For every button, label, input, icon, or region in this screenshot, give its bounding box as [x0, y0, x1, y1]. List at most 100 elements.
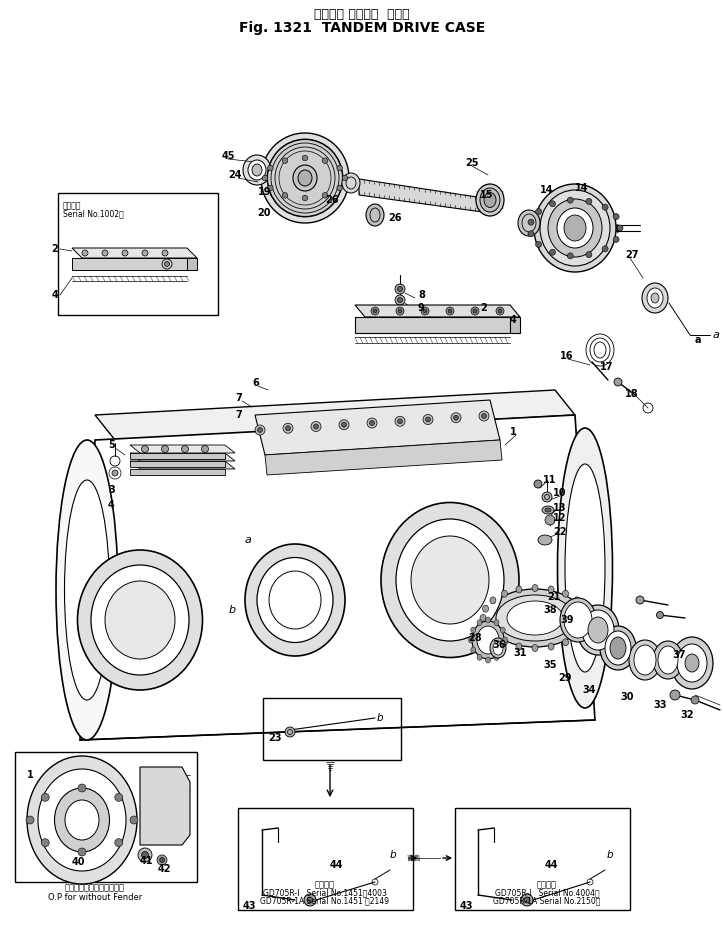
- Circle shape: [342, 175, 348, 181]
- Ellipse shape: [56, 440, 118, 740]
- Circle shape: [337, 165, 343, 171]
- Ellipse shape: [366, 204, 384, 226]
- Ellipse shape: [298, 170, 312, 186]
- Circle shape: [496, 307, 504, 315]
- Text: 43: 43: [243, 901, 257, 911]
- Ellipse shape: [557, 428, 612, 708]
- Ellipse shape: [548, 586, 554, 593]
- Circle shape: [471, 307, 479, 315]
- Ellipse shape: [487, 589, 583, 647]
- Text: 16: 16: [560, 351, 573, 361]
- Circle shape: [536, 208, 542, 215]
- Circle shape: [423, 309, 427, 313]
- Circle shape: [181, 445, 189, 453]
- Circle shape: [82, 250, 88, 256]
- Ellipse shape: [685, 654, 699, 672]
- Ellipse shape: [651, 293, 659, 303]
- Ellipse shape: [577, 605, 619, 655]
- Ellipse shape: [574, 632, 580, 639]
- Circle shape: [130, 816, 138, 824]
- Circle shape: [423, 415, 433, 424]
- Text: 10: 10: [553, 488, 567, 498]
- Text: 34: 34: [582, 685, 596, 695]
- Text: 適用号等: 適用号等: [537, 881, 557, 889]
- Ellipse shape: [471, 627, 476, 633]
- Circle shape: [568, 253, 573, 259]
- Text: 1: 1: [510, 427, 517, 437]
- Ellipse shape: [77, 550, 202, 690]
- Text: 38: 38: [543, 605, 557, 615]
- Text: b: b: [390, 850, 397, 860]
- Circle shape: [41, 839, 49, 846]
- Circle shape: [160, 858, 165, 863]
- Circle shape: [395, 295, 405, 305]
- Ellipse shape: [516, 643, 522, 650]
- Text: 19: 19: [258, 187, 272, 197]
- Ellipse shape: [677, 644, 707, 682]
- Text: 6: 6: [252, 378, 259, 388]
- Circle shape: [322, 158, 328, 164]
- Ellipse shape: [257, 557, 333, 643]
- Text: GD705R-1A Serial No.1451 ～2149: GD705R-1A Serial No.1451 ～2149: [260, 897, 390, 905]
- Ellipse shape: [490, 632, 496, 639]
- Circle shape: [311, 421, 321, 432]
- Text: 44: 44: [545, 860, 558, 870]
- Ellipse shape: [477, 620, 482, 626]
- Circle shape: [542, 492, 552, 502]
- Circle shape: [398, 298, 403, 302]
- Text: 7: 7: [235, 393, 241, 403]
- Ellipse shape: [91, 565, 189, 675]
- Bar: [263, 698, 401, 760]
- Ellipse shape: [502, 591, 508, 597]
- Polygon shape: [187, 258, 197, 270]
- Circle shape: [534, 480, 542, 488]
- Circle shape: [115, 793, 123, 802]
- Text: 23: 23: [268, 733, 281, 743]
- Polygon shape: [72, 258, 187, 270]
- Circle shape: [498, 309, 502, 313]
- Text: 14: 14: [575, 183, 589, 193]
- Ellipse shape: [658, 646, 678, 674]
- Text: 21: 21: [547, 592, 560, 602]
- Ellipse shape: [562, 591, 568, 597]
- Ellipse shape: [105, 581, 175, 659]
- Ellipse shape: [252, 164, 262, 176]
- Polygon shape: [130, 461, 225, 467]
- Text: a: a: [244, 535, 252, 545]
- Polygon shape: [80, 415, 595, 740]
- Polygon shape: [359, 179, 490, 213]
- Circle shape: [314, 424, 319, 429]
- Polygon shape: [72, 248, 197, 258]
- Circle shape: [451, 413, 461, 423]
- Ellipse shape: [507, 601, 563, 635]
- Circle shape: [165, 262, 169, 266]
- Circle shape: [421, 307, 429, 315]
- Text: 5: 5: [108, 440, 115, 450]
- Bar: [15, 752, 197, 882]
- Circle shape: [614, 378, 622, 386]
- Polygon shape: [95, 390, 575, 440]
- Ellipse shape: [54, 788, 109, 852]
- Text: 37: 37: [672, 650, 685, 660]
- Ellipse shape: [248, 160, 266, 180]
- Text: 42: 42: [158, 864, 171, 874]
- Ellipse shape: [518, 210, 540, 236]
- Ellipse shape: [411, 536, 489, 624]
- Ellipse shape: [574, 597, 580, 604]
- Text: 31: 31: [513, 648, 526, 658]
- Text: 1: 1: [27, 770, 33, 780]
- Text: 9: 9: [418, 303, 424, 313]
- Text: 7: 7: [235, 410, 241, 420]
- Text: 27: 27: [625, 250, 638, 260]
- Circle shape: [202, 445, 208, 453]
- Circle shape: [282, 192, 288, 198]
- Ellipse shape: [532, 645, 538, 651]
- Circle shape: [138, 848, 152, 862]
- Text: 39: 39: [560, 615, 573, 625]
- Text: O.P for without Fender: O.P for without Fender: [48, 892, 142, 902]
- Circle shape: [371, 307, 379, 315]
- Ellipse shape: [480, 188, 500, 212]
- Circle shape: [369, 420, 375, 425]
- Circle shape: [446, 307, 454, 315]
- Circle shape: [337, 185, 343, 191]
